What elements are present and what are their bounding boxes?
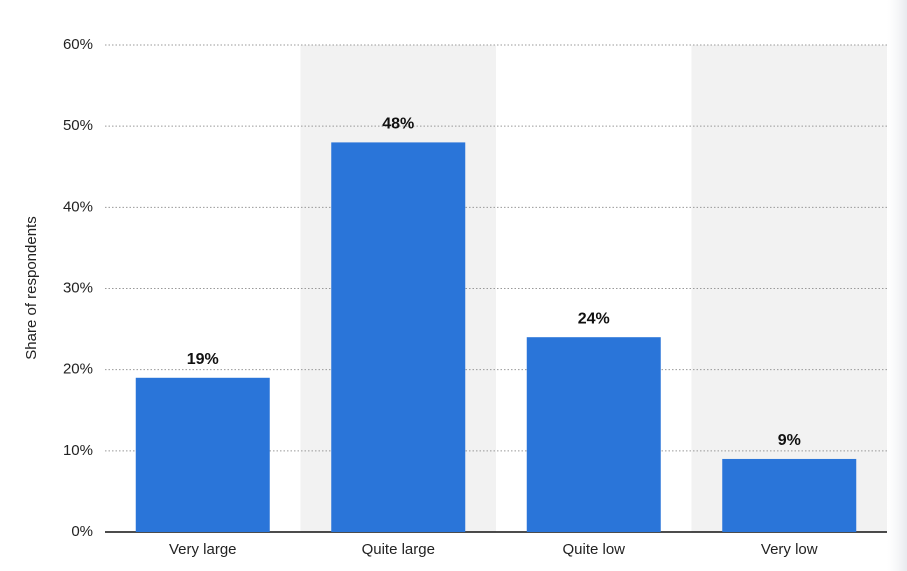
x-tick-label: Very large: [169, 541, 237, 558]
bar: [526, 337, 661, 532]
y-tick-label: 10%: [63, 442, 93, 459]
y-tick-label: 50%: [63, 117, 93, 134]
edge-shade: [887, 0, 907, 571]
y-tick-label: 40%: [63, 198, 93, 215]
value-label: 19%: [187, 351, 219, 368]
y-tick-label: 20%: [63, 361, 93, 378]
value-label: 9%: [778, 432, 801, 449]
x-tick-label: Quite low: [562, 541, 625, 558]
y-axis-label: Share of respondents: [23, 216, 40, 359]
bar: [722, 458, 857, 532]
bar: [331, 142, 466, 532]
x-tick-label: Very low: [761, 541, 818, 558]
y-tick-label: 0%: [71, 523, 93, 540]
value-label: 48%: [382, 116, 414, 133]
y-tick-label: 30%: [63, 279, 93, 296]
y-tick-label: 60%: [63, 36, 93, 53]
value-label: 24%: [578, 310, 610, 327]
x-tick-label: Quite large: [362, 541, 435, 558]
bar: [135, 377, 270, 532]
